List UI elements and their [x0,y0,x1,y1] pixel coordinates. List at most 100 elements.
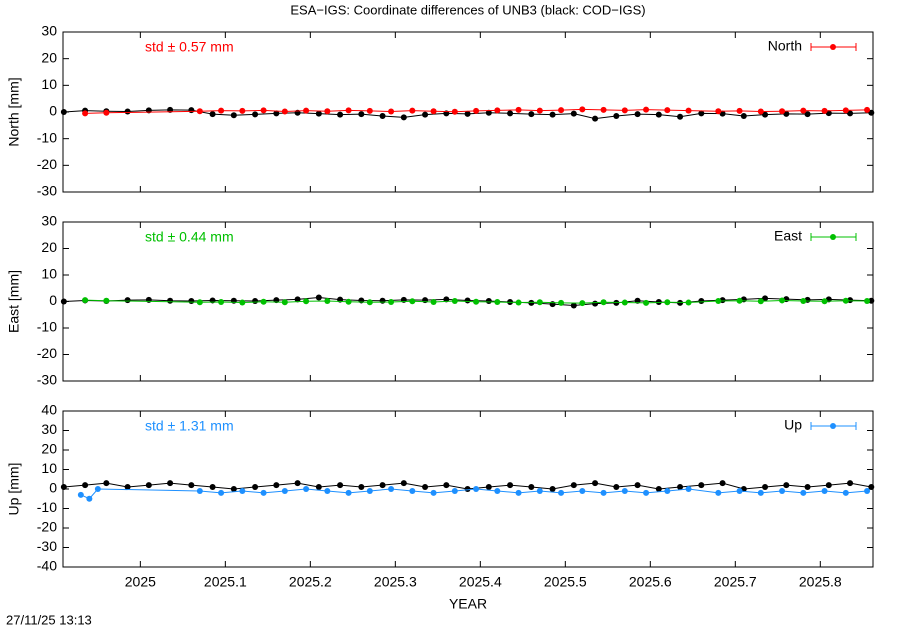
data-point [757,108,764,115]
data-point [664,299,671,306]
y-tick-label: -10 [37,499,57,515]
data-point [209,484,216,491]
y-tick-label: -10 [37,129,57,145]
data-point [337,111,344,118]
data-point [715,297,722,304]
data-point [260,298,267,305]
data-point [570,302,577,309]
data-point [634,482,641,489]
data-point [698,297,705,304]
y-tick-label: 20 [41,49,57,65]
data-point [847,480,854,487]
data-point [366,107,373,114]
data-point [613,484,620,491]
y-tick-label: 30 [41,213,57,229]
data-point [558,299,565,306]
data-point [315,110,322,117]
data-point [379,482,386,489]
data-point [324,108,331,115]
y-axis-label: East [mm] [6,270,22,333]
y-tick-label: -20 [37,156,57,172]
data-point [358,111,365,118]
data-point [864,297,871,304]
data-point [473,298,480,305]
data-point [677,484,684,491]
data-point [337,482,344,489]
x-axis-label: YEAR [449,596,487,612]
y-tick-label: -30 [37,183,57,199]
legend-label: Up [784,417,802,433]
data-point [60,109,67,115]
data-point [281,487,288,494]
data-point [145,296,152,303]
data-point [600,299,607,306]
data-point [239,299,246,306]
data-point [762,295,769,302]
data-point [515,299,522,306]
data-point [315,294,322,301]
data-point [549,486,556,492]
data-point [422,111,429,118]
data-point [252,111,259,118]
series-line [85,299,868,304]
y-axis-label: North [mm] [6,77,22,146]
data-point [209,111,216,118]
data-point [536,487,543,494]
data-point [655,486,662,492]
x-tick-label: 2025.6 [629,574,672,590]
data-point [443,482,450,489]
data-point [600,106,607,113]
y-tick-label: 30 [41,421,57,437]
data-point [821,107,828,114]
data-point [621,487,628,494]
data-point [549,111,556,118]
data-point [558,107,565,114]
data-point [315,484,322,491]
data-point [655,111,662,118]
data-point [124,297,131,304]
data-point [260,107,267,114]
data-point [260,489,267,496]
data-point [762,111,769,118]
data-point [757,489,764,496]
data-point [664,107,671,114]
data-point [239,487,246,494]
data-point [124,484,131,491]
x-tick-label: 2025 [125,574,156,590]
legend-label: North [768,38,802,54]
data-point [388,299,395,306]
data-point [864,106,871,113]
legend-marker [830,234,836,240]
y-tick-label: 10 [41,76,57,92]
data-point [400,480,407,487]
data-point [303,486,310,492]
data-point [94,486,101,492]
data-point [762,484,769,491]
data-point [740,113,747,119]
data-point [196,108,203,115]
data-point [188,482,195,489]
data-point [409,298,416,305]
figure-title: ESA−IGS: Coordinate differences of UNB3 … [290,2,645,17]
data-point [451,297,458,304]
data-point [842,297,849,304]
data-point [847,110,854,117]
data-point [273,110,280,117]
data-point [103,480,110,487]
data-point [473,486,480,492]
data-point [621,107,628,114]
y-tick-label: 10 [41,460,57,476]
x-tick-label: 2025.2 [289,574,332,590]
data-point [303,107,310,114]
legend-marker [830,423,836,429]
data-point [515,489,522,496]
data-point [825,482,832,489]
x-tick-label: 2025.3 [374,574,417,590]
x-tick-label: 2025.1 [204,574,247,590]
data-point [379,113,386,119]
y-tick-label: -20 [37,345,57,361]
data-point [800,297,807,304]
data-point [196,487,203,494]
data-point [685,107,692,114]
